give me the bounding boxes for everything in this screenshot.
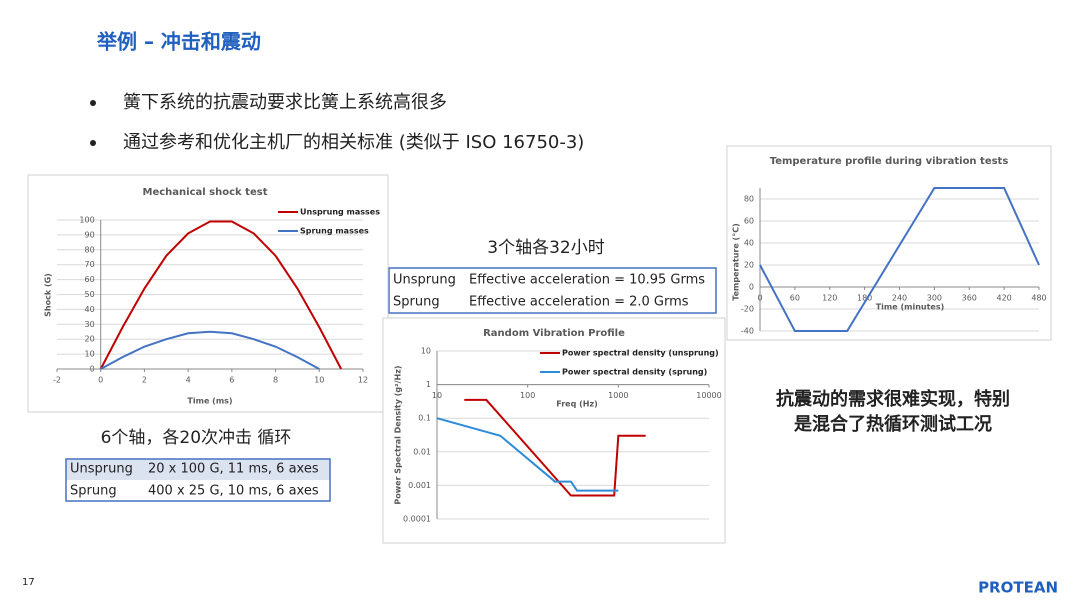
y-tick-label: 60 xyxy=(744,217,754,226)
x-tick-label: 4 xyxy=(186,376,191,385)
y-tick-label: 0.1 xyxy=(418,414,431,423)
x-tick-label: -2 xyxy=(53,376,61,385)
y-axis-label: Shock (G) xyxy=(44,273,53,317)
y-tick-label: 100 xyxy=(79,216,94,225)
y-axis-label: Temperature (°C) xyxy=(732,223,741,301)
y-tick-label: 40 xyxy=(744,239,754,248)
legend-label: Sprung masses xyxy=(300,227,369,236)
chart-title: Temperature profile during vibration tes… xyxy=(770,156,1009,167)
x-axis-label: Time (ms) xyxy=(187,397,232,406)
y-tick-label: 20 xyxy=(744,261,754,270)
y-tick-label: -20 xyxy=(741,305,754,314)
y-tick-label: 90 xyxy=(85,230,95,239)
legend-label: Unsprung masses xyxy=(300,208,380,217)
bullet-dot xyxy=(90,100,96,106)
x-tick-label: 2 xyxy=(142,376,147,385)
table-row-bg xyxy=(66,459,330,480)
y-tick-label: 50 xyxy=(85,290,95,299)
note: 是混合了热循环测试工况 xyxy=(793,413,992,435)
y-tick-label: 10 xyxy=(85,350,95,359)
legend-label: Power spectral density (sprung) xyxy=(562,368,707,377)
table-cell: Effective acceleration = 10.95 Grms xyxy=(469,273,705,288)
series-line xyxy=(464,398,646,497)
y-tick-label: 0.01 xyxy=(413,447,431,456)
table-cell: 400 x 25 G, 10 ms, 6 axes xyxy=(148,484,319,499)
y-tick-label: 0.0001 xyxy=(403,515,431,524)
table-cell: Unsprung xyxy=(393,273,456,288)
series-line xyxy=(99,220,343,370)
table-frame xyxy=(388,267,717,314)
y-tick-label: -40 xyxy=(741,327,754,336)
caption: 3个轴各32小时 xyxy=(487,238,604,258)
chart-frame xyxy=(382,317,726,544)
y-tick-label: 80 xyxy=(744,195,754,204)
note: 抗震动的需求很难实现，特别 xyxy=(776,388,1010,410)
y-tick-label: 0.001 xyxy=(408,481,431,490)
y-tick-label: 10 xyxy=(421,347,431,356)
chart-title: Random Vibration Profile xyxy=(483,328,625,339)
slide-title: 举例 – 冲击和震动 xyxy=(96,30,261,54)
bullet: 通过参考和优化主机厂的相关标准 (类似于 ISO 16750-3) xyxy=(123,132,584,153)
x-tick-label: 8 xyxy=(273,376,278,385)
x-axis-label: Freq (Hz) xyxy=(556,400,598,409)
x-tick-label: 100 xyxy=(520,391,535,400)
x-axis-label: Time (minutes) xyxy=(876,303,945,312)
y-tick-label: 0 xyxy=(749,283,754,292)
y-tick-label: 70 xyxy=(85,260,95,269)
x-tick-label: 6 xyxy=(229,376,234,385)
y-tick-label: 20 xyxy=(85,335,95,344)
x-tick-label: 60 xyxy=(790,294,800,303)
bullet-dot xyxy=(90,140,96,146)
x-tick-label: 420 xyxy=(996,294,1011,303)
x-tick-label: 1000 xyxy=(608,391,628,400)
x-tick-label: 360 xyxy=(962,294,977,303)
x-tick-label: 300 xyxy=(927,294,942,303)
table-cell: Unsprung xyxy=(70,462,133,477)
x-tick-label: 10000 xyxy=(696,391,721,400)
x-tick-label: 10 xyxy=(314,376,324,385)
table-frame xyxy=(65,458,331,502)
y-tick-label: 80 xyxy=(85,245,95,254)
table-cell: Effective acceleration = 2.0 Grms xyxy=(469,295,689,310)
series-line xyxy=(759,187,1040,332)
x-tick-label: 480 xyxy=(1031,294,1046,303)
chart-frame xyxy=(27,174,389,413)
y-axis-label: Power Spectral Density (g²/Hz) xyxy=(394,365,403,504)
y-tick-label: 60 xyxy=(85,275,95,284)
x-tick-label: 120 xyxy=(822,294,837,303)
table-cell: Sprung xyxy=(393,295,440,310)
x-tick-label: 12 xyxy=(358,376,368,385)
series-line xyxy=(100,330,320,370)
table-cell: 20 x 100 G, 11 ms, 6 axes xyxy=(148,462,319,477)
chart-title: Mechanical shock test xyxy=(143,187,268,198)
x-tick-label: 240 xyxy=(892,294,907,303)
y-tick-label: 40 xyxy=(85,305,95,314)
legend-label: Power spectral density (unsprung) xyxy=(562,349,719,358)
series-line xyxy=(436,417,619,492)
x-tick-label: 0 xyxy=(98,376,103,385)
x-tick-label: 180 xyxy=(857,294,872,303)
table-cell: Sprung xyxy=(70,484,117,499)
logo: PROTEAN xyxy=(978,579,1058,597)
y-tick-label: 30 xyxy=(85,320,95,329)
bullet: 簧下系统的抗震动要求比簧上系统高很多 xyxy=(123,92,447,113)
page-number: 17 xyxy=(22,577,35,588)
caption: 6个轴，各20次冲击 循环 xyxy=(101,428,292,448)
y-tick-label: 1 xyxy=(426,380,431,389)
